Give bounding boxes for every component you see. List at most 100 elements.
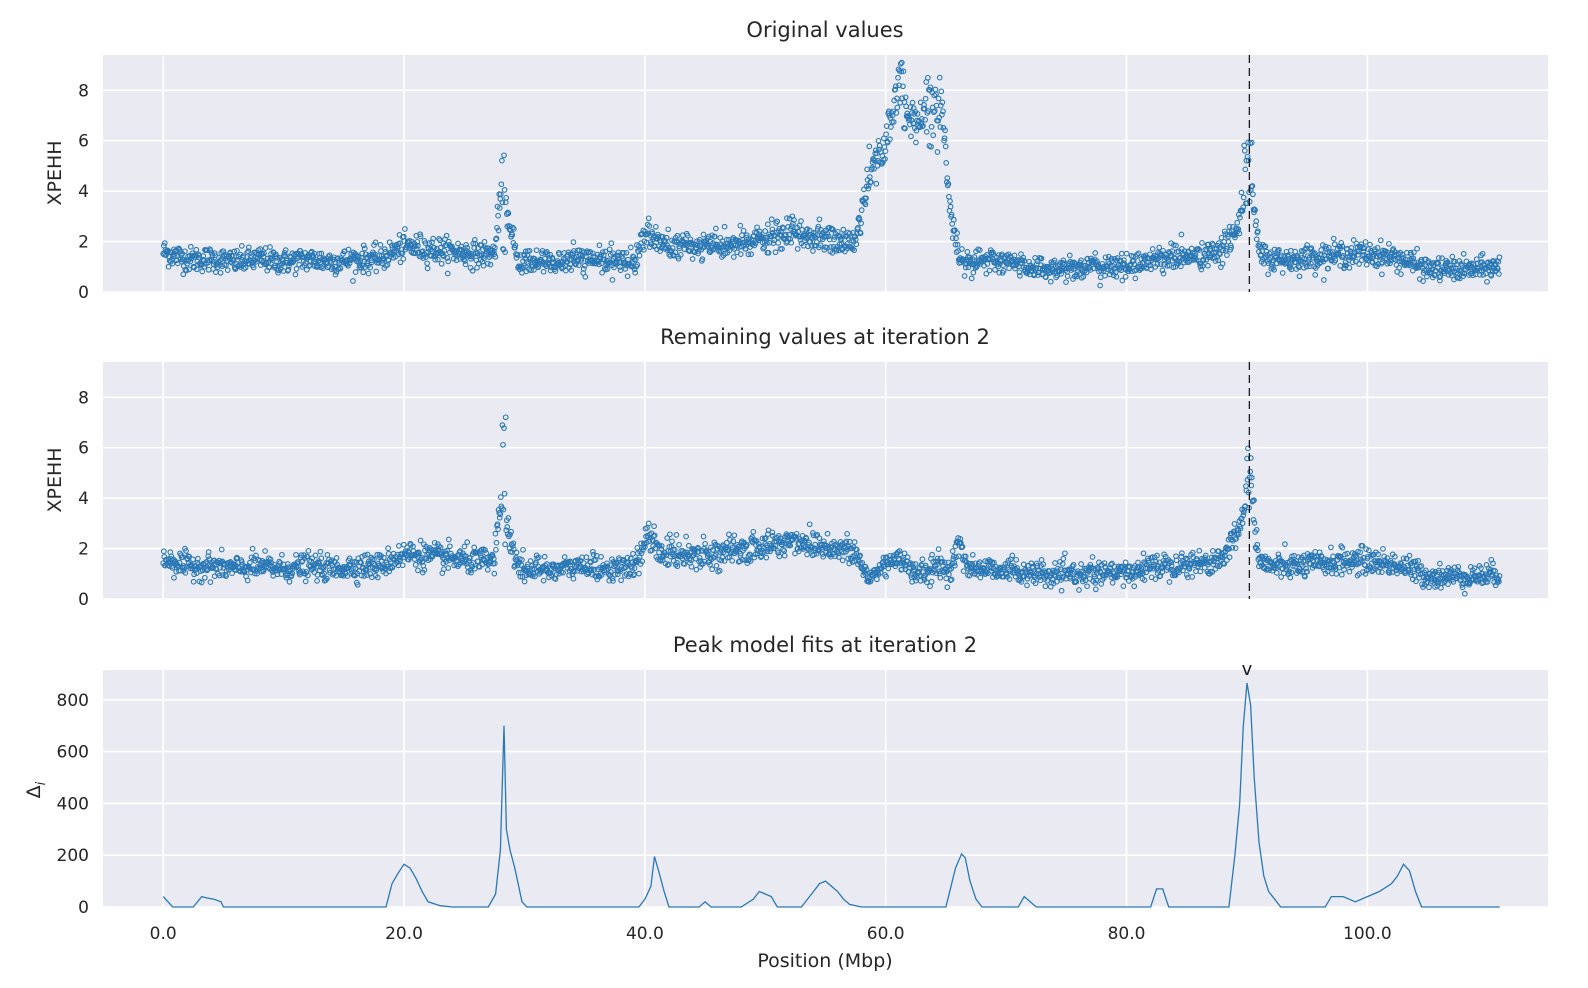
data-point [429, 239, 435, 246]
data-point [441, 253, 447, 260]
data-point [740, 227, 747, 234]
data-point [620, 249, 627, 256]
data-point [509, 231, 516, 238]
data-point [502, 249, 508, 255]
data-point [293, 266, 300, 272]
data-point [540, 268, 547, 275]
data-point [871, 157, 878, 164]
data-point [632, 269, 639, 276]
data-point [426, 240, 433, 246]
y-tick-label: 2 [78, 233, 89, 253]
data-point [282, 247, 289, 253]
data-point [169, 260, 176, 267]
data-point [606, 246, 613, 253]
data-point [257, 246, 264, 252]
data-point [813, 239, 820, 245]
data-point [775, 240, 782, 246]
data-point [496, 205, 503, 211]
data-point [458, 243, 465, 250]
data-point [811, 233, 817, 239]
data-point [399, 250, 406, 257]
data-point [709, 247, 716, 253]
plot-area [103, 670, 1548, 907]
data-point [449, 243, 455, 250]
data-point [441, 247, 448, 254]
data-point [493, 235, 500, 242]
data-point [402, 226, 408, 232]
data-point [782, 231, 789, 238]
data-point [754, 224, 760, 231]
data-point [424, 265, 431, 272]
data-point [646, 223, 653, 229]
data-point [186, 266, 193, 273]
data-point [180, 271, 187, 278]
data-point [862, 201, 869, 208]
data-point [622, 265, 629, 272]
data-point [871, 165, 877, 172]
data-point [212, 252, 219, 259]
data-point [525, 260, 532, 267]
data-point [866, 174, 873, 180]
data-point [669, 245, 676, 251]
data-point [463, 242, 469, 248]
data-point [768, 233, 775, 239]
data-point [865, 185, 872, 192]
data-point [615, 249, 622, 256]
data-point [556, 251, 563, 258]
data-point [858, 220, 864, 227]
data-point [825, 233, 832, 240]
data-point [617, 267, 624, 274]
data-point [737, 251, 744, 257]
data-point [400, 256, 407, 262]
data-point [576, 247, 583, 254]
data-point [231, 248, 238, 255]
data-point [779, 246, 785, 252]
data-point [549, 256, 556, 262]
data-point [248, 253, 255, 260]
data-point [350, 278, 356, 284]
data-point [824, 244, 830, 251]
data-point [377, 242, 384, 248]
data-point [604, 266, 611, 272]
data-point [539, 250, 545, 257]
data-point [415, 242, 421, 249]
data-point [183, 267, 190, 274]
data-point [623, 249, 630, 256]
data-point [672, 249, 679, 256]
data-point [737, 222, 744, 229]
data-point [632, 256, 639, 263]
data-point [706, 233, 712, 240]
data-point [760, 245, 766, 252]
y-tick-label: 8 [78, 81, 89, 101]
data-point [855, 224, 861, 231]
data-point [275, 269, 281, 276]
data-point [210, 261, 217, 268]
data-point [281, 249, 288, 256]
data-point [582, 274, 589, 280]
data-point [748, 251, 754, 258]
data-point [790, 220, 796, 227]
data-point [161, 240, 168, 246]
data-point [774, 218, 781, 225]
panel-title: Original values [746, 18, 903, 42]
data-point [598, 252, 604, 258]
data-point [700, 231, 707, 238]
data-point [562, 267, 569, 274]
panel-title: Remaining values at iteration 2 [660, 325, 990, 349]
data-point [838, 237, 844, 243]
data-point [794, 246, 801, 252]
data-point [165, 263, 172, 270]
data-point [726, 236, 732, 243]
data-point [226, 253, 233, 259]
data-point [437, 244, 444, 251]
data-point [487, 261, 494, 268]
data-point [520, 264, 527, 271]
y-tick-label: 0 [78, 283, 89, 303]
data-point [514, 252, 521, 258]
data-point [481, 238, 488, 245]
data-point [721, 223, 728, 230]
data-point [234, 248, 240, 254]
